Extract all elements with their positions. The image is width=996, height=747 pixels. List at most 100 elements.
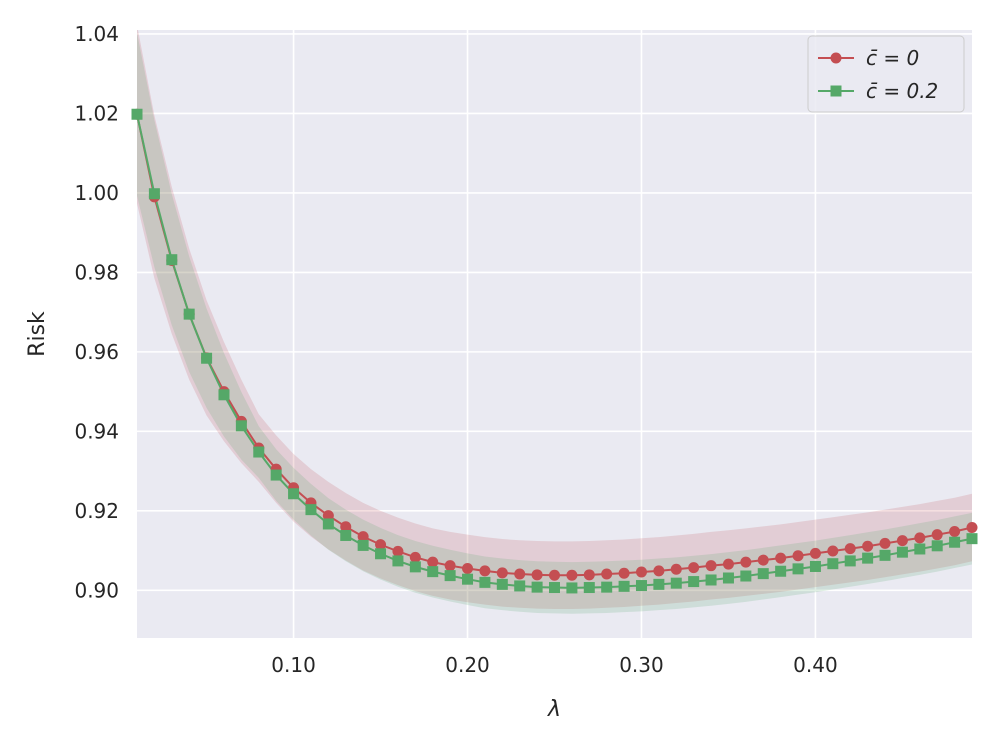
data-point — [966, 522, 978, 534]
data-point — [688, 562, 700, 574]
data-point — [931, 529, 943, 541]
y-tick-label: 1.00 — [74, 181, 119, 205]
y-tick-label: 0.98 — [74, 260, 119, 284]
data-point — [653, 578, 665, 590]
data-point — [444, 570, 456, 582]
data-point — [392, 545, 404, 557]
data-point — [375, 539, 387, 551]
data-point — [514, 568, 526, 580]
data-point — [583, 582, 595, 594]
x-axis-label: λ — [547, 697, 561, 722]
data-point — [862, 552, 874, 564]
data-point — [131, 108, 143, 120]
data-point — [479, 576, 491, 588]
data-point — [827, 545, 839, 557]
series-markers — [131, 108, 978, 594]
data-point — [583, 569, 595, 581]
data-point — [496, 578, 508, 590]
y-tick-label: 0.90 — [74, 578, 119, 602]
data-point — [862, 540, 874, 552]
data-point — [305, 504, 317, 516]
data-point — [792, 563, 804, 575]
data-point — [496, 567, 508, 579]
data-point — [322, 518, 334, 530]
legend-label: c̄ = 0 — [866, 46, 919, 70]
data-point — [462, 573, 474, 585]
data-point — [757, 568, 769, 580]
data-point — [635, 580, 647, 592]
data-point — [914, 543, 926, 555]
data-point — [740, 556, 752, 568]
grid-lines — [137, 30, 972, 638]
data-point — [949, 526, 961, 538]
data-point — [809, 560, 821, 572]
data-point — [809, 547, 821, 559]
data-point — [844, 543, 856, 555]
y-axis-label: Risk — [25, 311, 50, 357]
data-point — [879, 537, 891, 549]
data-point — [757, 554, 769, 566]
plot-background — [137, 30, 972, 638]
y-tick-label: 0.94 — [74, 419, 119, 443]
data-point — [740, 570, 752, 582]
data-point — [218, 389, 230, 401]
data-point — [340, 521, 352, 533]
data-point — [531, 569, 543, 581]
data-point — [166, 254, 178, 266]
data-point — [566, 569, 578, 581]
x-tick-label: 0.10 — [271, 653, 316, 677]
data-point — [427, 566, 439, 578]
data-point — [914, 532, 926, 544]
data-point — [201, 352, 213, 364]
data-point — [653, 565, 665, 577]
data-point — [618, 580, 630, 592]
data-point — [566, 582, 578, 594]
data-point — [670, 577, 682, 589]
data-point — [549, 569, 560, 581]
y-tick-label: 0.92 — [74, 499, 119, 523]
data-point — [879, 549, 891, 561]
data-point — [427, 556, 439, 568]
data-point — [235, 420, 247, 432]
data-point — [601, 581, 613, 593]
data-point — [949, 536, 961, 548]
data-point — [775, 565, 787, 577]
data-point — [635, 566, 647, 578]
data-point — [722, 558, 734, 570]
data-point — [462, 562, 474, 574]
y-tick-label: 0.96 — [74, 340, 119, 364]
data-point — [844, 555, 856, 567]
data-point — [409, 561, 421, 573]
x-tick-labels: 0.10 0.20 0.30 0.40 — [271, 653, 837, 677]
data-point — [601, 568, 613, 580]
data-point — [827, 558, 839, 570]
data-point — [357, 539, 369, 551]
data-point — [340, 529, 352, 541]
x-tick-label: 0.30 — [619, 653, 664, 677]
data-point — [444, 560, 456, 572]
legend-label: c̄ = 0.2 — [866, 79, 938, 103]
data-point — [531, 581, 543, 593]
data-point — [931, 540, 943, 552]
data-point — [896, 535, 908, 547]
data-point — [618, 567, 630, 579]
data-point — [253, 446, 265, 458]
legend-box — [807, 35, 965, 113]
data-point — [722, 572, 734, 584]
data-point — [392, 555, 404, 567]
data-point — [375, 548, 387, 560]
data-point — [183, 308, 195, 320]
y-tick-label: 1.04 — [74, 22, 119, 46]
data-point — [792, 550, 804, 562]
data-point — [966, 533, 978, 545]
data-point — [514, 580, 526, 592]
data-point — [357, 531, 369, 543]
data-point — [775, 552, 787, 564]
x-tick-label: 0.40 — [793, 653, 838, 677]
legend: c̄ = 0 c̄ = 0.2 — [807, 35, 965, 113]
data-point — [549, 582, 560, 594]
data-point — [688, 576, 700, 588]
legend-marker — [830, 52, 842, 64]
y-tick-label: 1.02 — [74, 101, 119, 125]
